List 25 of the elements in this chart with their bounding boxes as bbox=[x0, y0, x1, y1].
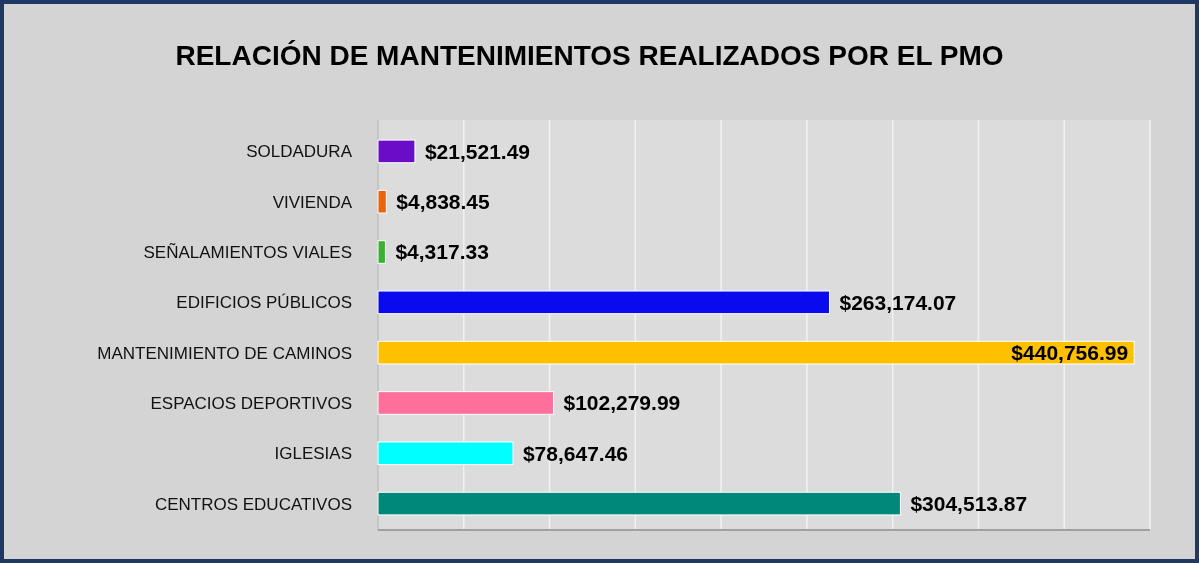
data-label: $440,756.99 bbox=[1011, 341, 1129, 365]
bar bbox=[377, 240, 386, 264]
bar bbox=[377, 441, 514, 466]
data-label: $78,647.46 bbox=[522, 441, 629, 465]
data-label: $102,279.99 bbox=[563, 391, 681, 415]
data-label: $304,513.87 bbox=[910, 491, 1028, 515]
y-tick-label: ESPACIOS DEPORTIVOS bbox=[150, 393, 352, 413]
y-tick-label: SEÑALAMIENTOS VIALES bbox=[143, 242, 352, 262]
data-label: $4,838.45 bbox=[396, 190, 491, 214]
data-label: $21,521.49 bbox=[424, 139, 531, 163]
y-tick-label: EDIFICIOS PÚBLICOS bbox=[176, 293, 352, 313]
bar bbox=[377, 290, 830, 315]
bar bbox=[377, 189, 387, 214]
data-label: $4,317.33 bbox=[395, 240, 489, 264]
y-tick-label: VIVIENDA bbox=[272, 192, 353, 212]
bar bbox=[377, 139, 416, 164]
y-tick-label: IGLESIAS bbox=[274, 444, 352, 464]
bar bbox=[377, 491, 901, 516]
y-tick-label: CENTROS EDUCATIVOS bbox=[154, 494, 352, 514]
y-tick-label: MANTENIMIENTO DE CAMINOS bbox=[97, 343, 352, 363]
bar bbox=[377, 340, 1135, 365]
chart-title: RELACIÓN DE MANTENIMIENTOS REALIZADOS POR EL PMO bbox=[175, 40, 1004, 71]
y-tick-label: SOLDADURA bbox=[246, 142, 353, 162]
data-label: $263,174.07 bbox=[839, 290, 957, 314]
bar bbox=[377, 391, 554, 415]
